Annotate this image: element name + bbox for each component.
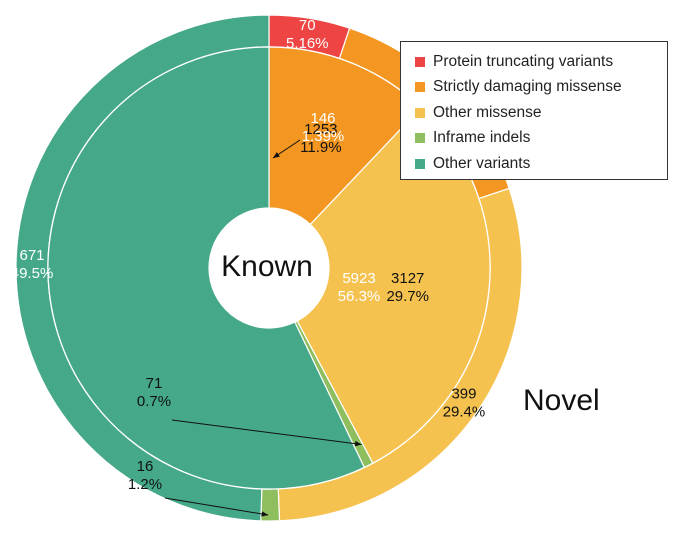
inner-label-other-variants: 5923 56.3% — [338, 270, 381, 305]
legend-item-other-variants: Other variants — [415, 151, 667, 177]
arrow-extra-protein-truncating-variants — [272, 139, 301, 159]
inner-label-inframe-indels: 71 0.7% — [137, 375, 171, 410]
legend-label: Inframe indels — [433, 129, 531, 147]
legend-swatch — [415, 133, 425, 144]
label-arrows — [164, 139, 362, 517]
inner-label-extra-protein-truncating-variants: 146 1.39% — [302, 110, 345, 145]
legend-swatch — [415, 82, 425, 93]
inner-label-strictly-damaging-missense: 1253 11.9% — [300, 121, 341, 156]
inner-slice-other-variants — [47, 46, 366, 490]
legend-item-protein-truncating-variants: Protein truncating variants — [415, 49, 667, 75]
inner-ring-labels: 1253 11.9% 3127 29.7% 71 0.7% 5923 56.3% 146 1.39… — [137, 110, 429, 410]
outer-label-other-variants: 671 49.5% — [11, 247, 54, 282]
legend-swatch — [415, 56, 425, 67]
legend-item-inframe-indels: Inframe indels — [415, 126, 667, 152]
ring-label-novel: Novel — [523, 384, 600, 417]
legend-item-other-missense: Other missense — [415, 100, 667, 126]
outer-label-protein-truncating-variants: 70 5.16% — [286, 17, 329, 52]
legend-label: Other missense — [433, 103, 542, 121]
chart-legend: Protein truncating variants Strictly dama… — [400, 41, 668, 180]
legend-swatch — [415, 158, 425, 169]
legend-swatch — [415, 107, 425, 118]
outer-slice-inframe-indels — [260, 488, 281, 522]
legend-label: Protein truncating variants — [433, 52, 614, 70]
inner-slice-other-missense — [296, 106, 491, 464]
inner-label-other-missense: 3127 29.7% — [386, 270, 429, 305]
arrow-outer-inframe-indels — [164, 497, 269, 517]
inner-ring-known — [47, 46, 491, 490]
arrow-inner-inframe-indels — [171, 419, 362, 447]
center-label-known: Known — [221, 250, 313, 283]
legend-label: Other variants — [433, 154, 531, 172]
outer-label-inframe-indels: 16 1.2% — [128, 458, 162, 493]
legend-item-strictly-damaging-missense: Strictly damaging missense — [415, 75, 667, 101]
legend-label: Strictly damaging missense — [433, 78, 622, 96]
outer-label-other-missense: 399 29.4% — [443, 386, 486, 421]
